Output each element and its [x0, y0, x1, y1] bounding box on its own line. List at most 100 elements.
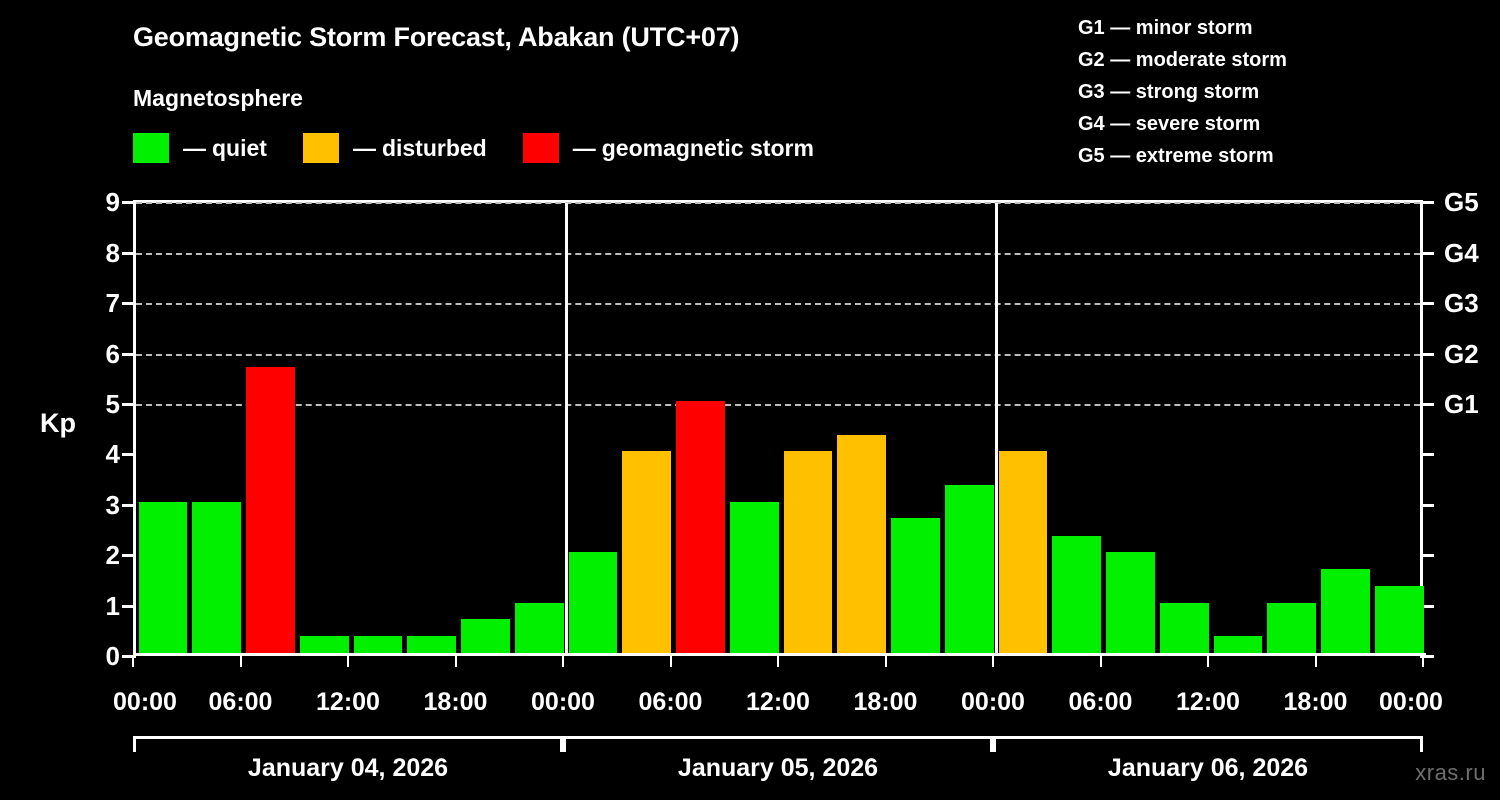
g-scale-row-g2: G2 — moderate storm	[1078, 49, 1287, 71]
x-tick-label-1: 06:00	[208, 688, 273, 716]
bar[interactable]	[353, 636, 403, 653]
right-axis-label-g4: G4	[1444, 237, 1479, 268]
legend-item-storm: — geomagnetic storm	[522, 133, 814, 163]
bar[interactable]	[1321, 568, 1370, 653]
g-scale-row-g3: G3 — strong storm	[1078, 81, 1260, 103]
watermark: xras.ru	[1415, 760, 1486, 785]
y-tick-label-0: 0	[105, 641, 120, 671]
x-tick-1	[239, 656, 242, 667]
x-tick-label-11: 18:00	[1283, 688, 1348, 716]
bar[interactable]	[944, 485, 994, 653]
bar[interactable]	[622, 451, 671, 653]
y-tick-0	[122, 655, 136, 658]
bar[interactable]	[783, 451, 833, 653]
day-bracket-2	[563, 736, 993, 752]
right-tick-kp-5	[1420, 403, 1434, 406]
bar[interactable]	[891, 518, 940, 653]
y-tick-8	[122, 251, 136, 255]
x-tick-0	[132, 656, 134, 667]
bar[interactable]	[837, 434, 886, 653]
bar[interactable]	[1159, 602, 1209, 653]
day-separator-2	[994, 203, 998, 655]
legend-swatch-storm	[522, 133, 559, 163]
day-bracket-1	[133, 736, 563, 752]
bar[interactable]	[998, 451, 1048, 653]
legend-item-disturbed: — disturbed	[302, 133, 487, 163]
x-tick-8	[992, 656, 994, 667]
x-tick-label-9: 06:00	[1068, 688, 1133, 716]
x-tick-9	[1099, 656, 1102, 667]
bar[interactable]	[1052, 535, 1101, 653]
legend-swatch-quiet	[133, 133, 169, 163]
g-scale-row-g4: G4 — severe storm	[1078, 113, 1261, 135]
gridline-kp-9	[136, 202, 1420, 205]
gridline-kp-8	[136, 252, 1420, 255]
y-tick-4	[122, 453, 136, 457]
right-tick-kp-9	[1420, 201, 1434, 205]
day-label-3: January 06, 2026	[1107, 754, 1309, 782]
y-tick-2	[122, 554, 136, 558]
bar[interactable]	[192, 501, 241, 653]
right-tick-kp-4	[1420, 453, 1434, 457]
right-tick-kp-7	[1420, 302, 1434, 306]
x-tick-5	[669, 656, 672, 667]
bar[interactable]	[568, 552, 618, 653]
g-scale-row-g1: G1 — minor storm	[1078, 17, 1253, 39]
x-tick-7	[884, 656, 887, 667]
bar[interactable]	[729, 501, 779, 653]
bar[interactable]	[1267, 602, 1316, 653]
x-tick-label-2: 12:00	[316, 688, 380, 716]
y-tick-6	[122, 352, 136, 356]
y-tick-7	[122, 302, 136, 306]
right-tick-kp-6	[1420, 352, 1434, 356]
y-axis-title: Kp	[40, 408, 76, 438]
legend-label-storm: geomagnetic storm	[601, 134, 814, 161]
x-tick-11	[1314, 656, 1317, 667]
y-tick-label-8: 8	[105, 237, 120, 268]
bar[interactable]	[246, 367, 295, 653]
bar[interactable]	[138, 501, 188, 653]
y-tick-1	[122, 604, 136, 608]
gridline-kp-7	[136, 303, 1420, 306]
right-tick-kp-2	[1420, 554, 1434, 558]
page-title: Geomagnetic Storm Forecast, Abakan (UTC+…	[133, 22, 740, 52]
y-tick-label-5: 5	[105, 389, 120, 419]
y-tick-3	[122, 503, 136, 507]
bar[interactable]	[461, 619, 510, 653]
right-axis-label-g3: G3	[1444, 288, 1479, 319]
x-tick-6	[777, 656, 779, 667]
x-tick-label-0: 00:00	[113, 688, 177, 716]
bar[interactable]	[1213, 636, 1263, 653]
x-tick-2	[347, 656, 349, 667]
x-tick-label-5: 06:00	[638, 688, 703, 716]
subtitle-magnetosphere: Magnetosphere	[133, 85, 303, 111]
g-scale-legend: G1 — minor storm G2 — moderate storm G3 — …	[1078, 12, 1287, 172]
bar[interactable]	[299, 636, 349, 653]
bar[interactable]	[1374, 585, 1424, 653]
bar[interactable]	[1106, 552, 1155, 653]
gridline-kp-6	[136, 353, 1420, 356]
x-tick-10	[1207, 656, 1209, 667]
right-axis-label-g5: G5	[1444, 187, 1479, 218]
bar[interactable]	[676, 401, 725, 653]
day-label-1: January 04, 2026	[247, 754, 449, 782]
day-label-2: January 05, 2026	[677, 754, 879, 782]
legend: — quiet — disturbed — geomagnetic storm	[133, 133, 850, 163]
y-tick-label-9: 9	[105, 187, 120, 218]
y-tick-label-7: 7	[105, 288, 120, 319]
legend-label-quiet: quiet	[212, 134, 267, 161]
bar[interactable]	[514, 602, 564, 653]
day-separator-1	[564, 203, 568, 655]
y-tick-label-4: 4	[105, 439, 120, 470]
y-tick-9	[122, 201, 136, 205]
bar[interactable]	[407, 636, 456, 653]
y-tick-label-2: 2	[105, 540, 120, 571]
right-axis-label-g2: G2	[1444, 338, 1479, 369]
y-tick-5	[122, 403, 136, 406]
right-tick-kp-1	[1420, 604, 1434, 608]
y-tick-label-6: 6	[105, 338, 120, 369]
legend-item-quiet: — quiet	[133, 133, 267, 163]
right-tick-kp-8	[1420, 251, 1434, 255]
x-tick-4	[562, 656, 564, 667]
